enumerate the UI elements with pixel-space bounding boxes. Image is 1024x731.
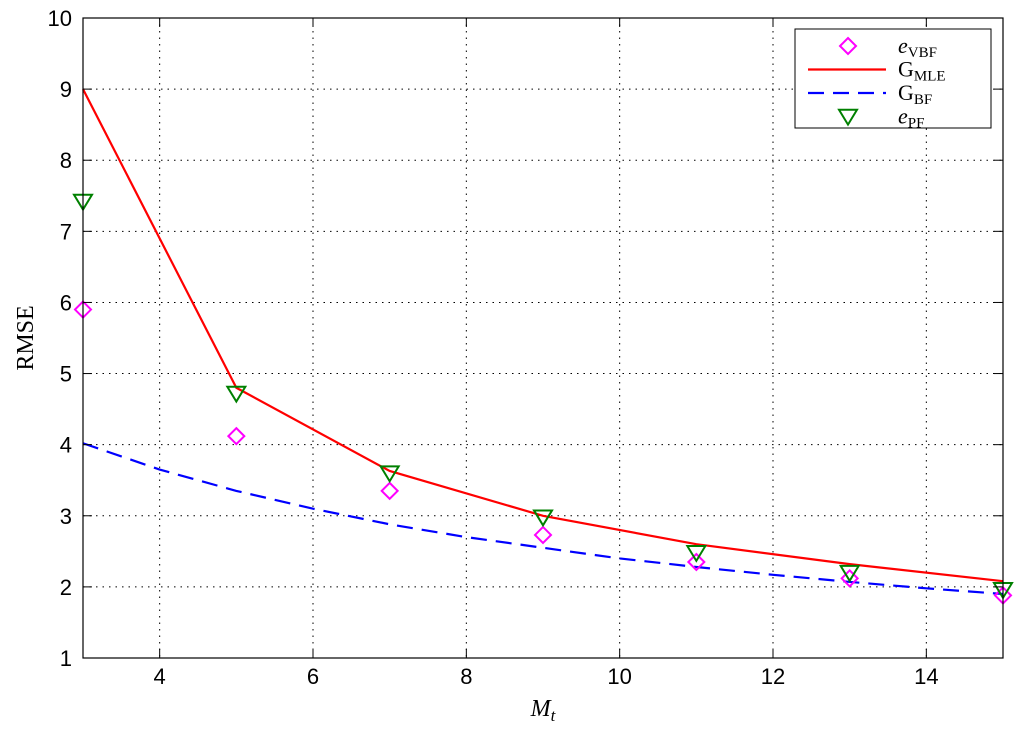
x-tick-label: 4 <box>154 664 166 689</box>
y-tick-label: 2 <box>60 575 72 600</box>
y-tick-label: 5 <box>60 362 72 387</box>
x-tick-label: 14 <box>914 664 938 689</box>
legend-label-mle: GMLE <box>898 57 946 85</box>
point-pf <box>378 465 401 484</box>
y-axis-label: RMSE <box>13 305 39 370</box>
y-tick-label: 3 <box>60 504 72 529</box>
point-pf <box>532 509 554 528</box>
legend-label-vbf: eVBF <box>898 33 937 61</box>
legend-marker-pf <box>837 108 859 127</box>
x-axis-label-sub: t <box>551 706 557 725</box>
y-tick-label: 7 <box>60 219 72 244</box>
y-tick-label: 4 <box>60 433 72 458</box>
point-pf <box>225 385 248 404</box>
legend-label-pf: ePF <box>898 104 924 132</box>
x-axis-label: Mt <box>530 696 557 725</box>
legend-label-main: G <box>898 80 914 105</box>
legend-label-main: e <box>898 104 908 129</box>
plot-frame <box>82 17 1004 659</box>
legend-label-main: G <box>898 57 914 82</box>
x-tick-label: 8 <box>460 664 472 689</box>
y-tick-label: 9 <box>60 77 72 102</box>
legend-label-sub: PF <box>908 116 925 132</box>
y-tick-label: 8 <box>60 148 72 173</box>
point-vbf <box>380 481 400 501</box>
legend-label-sub: BF <box>914 92 932 108</box>
grid-lines <box>83 18 1003 658</box>
point-vbf <box>840 568 860 588</box>
axis-ticks <box>83 17 1003 659</box>
legend-marker-vbf <box>838 36 858 56</box>
point-pf <box>685 545 708 563</box>
y-tick-label: 1 <box>60 646 72 671</box>
x-tick-label: 6 <box>307 664 319 689</box>
point-vbf <box>226 426 246 446</box>
x-tick-label: 10 <box>607 664 631 689</box>
series-line-mle <box>82 88 1004 583</box>
x-axis-label-main: M <box>530 696 553 722</box>
point-vbf <box>533 525 553 545</box>
legend-box <box>794 28 992 129</box>
legend-label-bf: GBF <box>898 80 932 108</box>
data-series <box>72 88 1014 605</box>
point-vbf <box>686 552 706 572</box>
y-tick-label: 10 <box>48 6 72 31</box>
legend-label-sub: VBF <box>908 45 937 61</box>
point-pf <box>838 564 861 583</box>
legend-label-sub: MLE <box>914 69 946 85</box>
legend-label-main: e <box>898 33 908 58</box>
y-tick-label: 6 <box>60 290 72 315</box>
x-tick-label: 12 <box>761 664 785 689</box>
